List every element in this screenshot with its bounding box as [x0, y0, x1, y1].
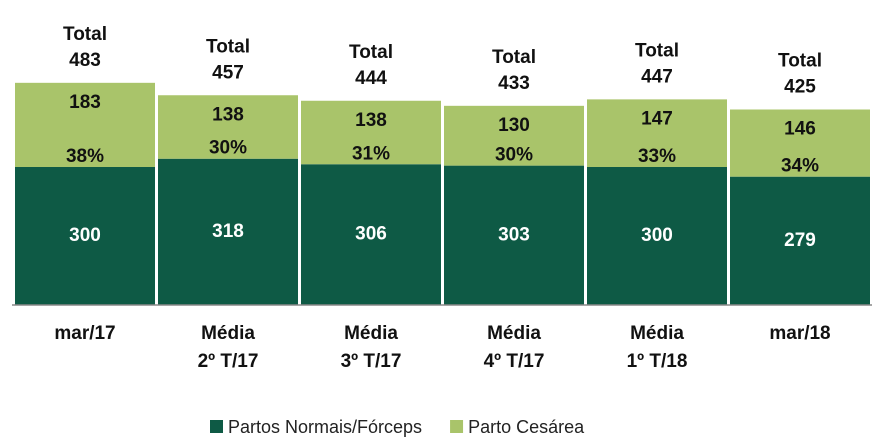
- total-value: 457: [212, 62, 244, 83]
- total-label: Total: [778, 51, 822, 72]
- value-label: 183: [69, 92, 101, 113]
- total-label: Total: [206, 36, 250, 57]
- x-tick-label: mar/18: [769, 323, 830, 344]
- bar-segment: [158, 95, 298, 159]
- value-label: 138: [212, 104, 244, 125]
- percent-label: 30%: [495, 145, 533, 166]
- bar-segment: [158, 158, 298, 305]
- total-value: 433: [498, 73, 530, 94]
- value-label: 138: [355, 110, 387, 131]
- bar-segment: [587, 167, 727, 305]
- value-label: 300: [69, 225, 101, 246]
- value-label: 130: [498, 115, 530, 136]
- percent-label: 33%: [638, 146, 676, 167]
- x-tick-label: Média: [344, 323, 398, 344]
- total-label: Total: [492, 47, 536, 68]
- x-tick-label: 3º T/17: [341, 351, 402, 372]
- x-tick-label: 4º T/17: [484, 351, 545, 372]
- x-tick-label: 2º T/17: [198, 351, 259, 372]
- bar-segment: [730, 109, 870, 177]
- total-value: 483: [69, 50, 101, 71]
- total-value: 425: [784, 77, 816, 98]
- bar-segment: [15, 167, 155, 305]
- legend-label: Partos Normais/Fórceps: [228, 417, 422, 437]
- value-label: 279: [784, 230, 816, 251]
- total-label: Total: [635, 40, 679, 61]
- value-label: 306: [355, 224, 387, 245]
- x-tick-label: Média: [487, 323, 541, 344]
- bar-segment: [444, 105, 584, 166]
- value-label: 303: [498, 224, 530, 245]
- bar-segment: [730, 176, 870, 305]
- x-tick-label: mar/17: [54, 323, 115, 344]
- bar-segment: [15, 82, 155, 167]
- bar-segment: [444, 165, 584, 305]
- bar-segment: [301, 164, 441, 305]
- percent-label: 30%: [209, 138, 247, 159]
- x-tick-label: 1º T/18: [627, 351, 688, 372]
- x-tick-label: Média: [201, 323, 255, 344]
- bar-segment: [587, 99, 727, 167]
- x-tick-label: Média: [630, 323, 684, 344]
- value-label: 146: [784, 119, 816, 140]
- total-label: Total: [349, 42, 393, 63]
- percent-label: 34%: [781, 156, 819, 177]
- total-value: 447: [641, 66, 673, 87]
- legend-swatch: [450, 420, 464, 433]
- legend-swatch: [210, 420, 223, 433]
- total-label: Total: [63, 24, 107, 45]
- percent-label: 31%: [352, 143, 390, 164]
- value-label: 318: [212, 221, 244, 242]
- percent-label: 38%: [66, 146, 104, 167]
- value-label: 147: [641, 108, 673, 129]
- legend-label: Parto Cesárea: [468, 417, 585, 437]
- total-value: 444: [355, 68, 387, 89]
- bar-segment: [301, 100, 441, 165]
- value-label: 300: [641, 225, 673, 246]
